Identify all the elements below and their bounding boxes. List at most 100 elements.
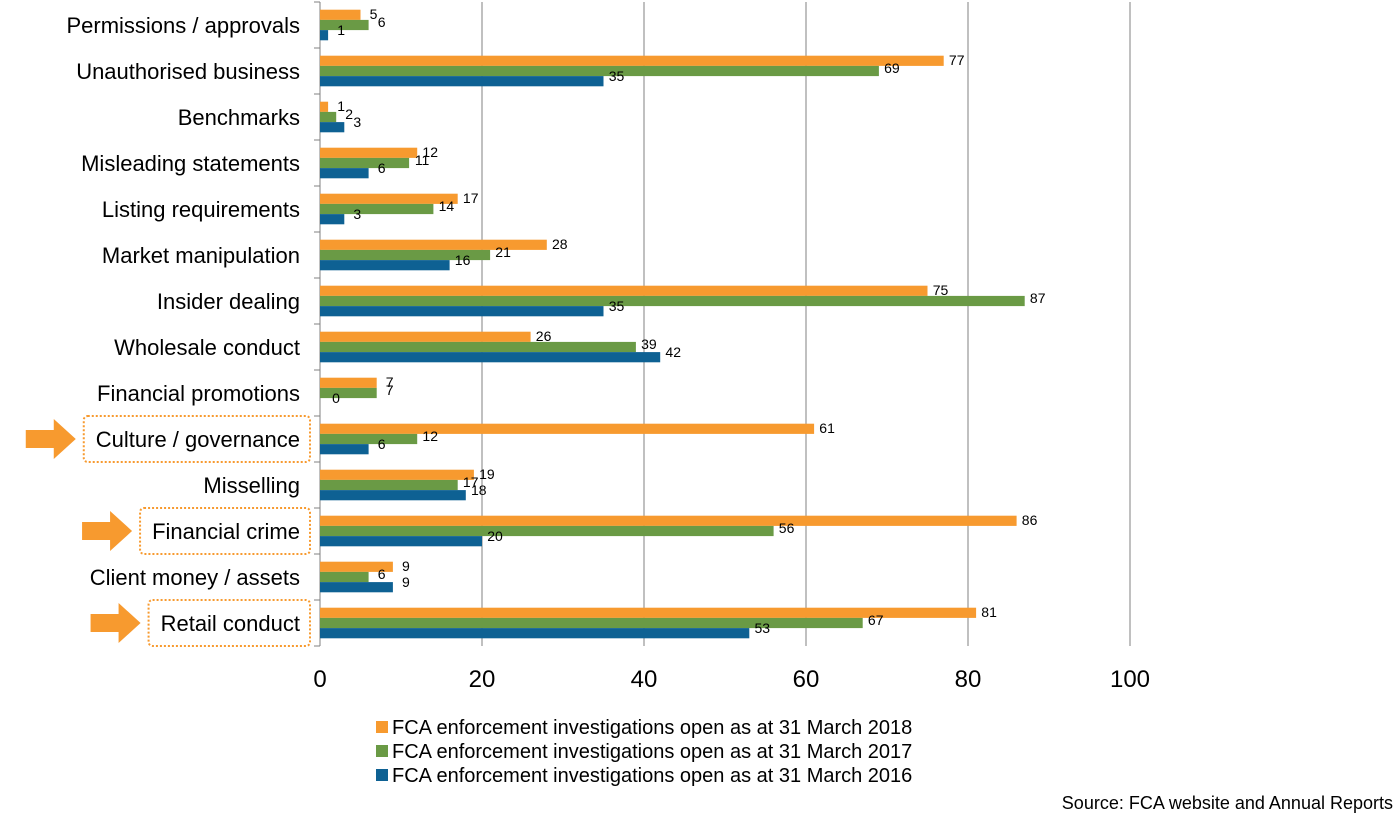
bar — [320, 571, 369, 583]
category-label: Financial promotions — [97, 381, 300, 406]
bar — [320, 203, 434, 215]
bar — [320, 193, 458, 204]
bar — [320, 561, 393, 572]
data-label: 53 — [755, 620, 771, 636]
category-label: Misleading statements — [81, 151, 300, 176]
data-label: 9 — [402, 574, 410, 590]
data-label: 75 — [933, 282, 949, 298]
category-label: Culture / governance — [96, 427, 300, 452]
arrow-icon — [25, 419, 76, 459]
data-label: 17 — [463, 190, 479, 206]
arrow-icon — [82, 511, 133, 551]
category-label: Retail conduct — [161, 611, 300, 636]
data-label: 11 — [415, 152, 430, 168]
bar — [320, 423, 815, 434]
category-label: Listing requirements — [102, 197, 300, 222]
data-label: 28 — [552, 236, 568, 252]
x-tick-label: 100 — [1110, 666, 1150, 693]
bar — [320, 157, 410, 169]
bar — [320, 111, 337, 123]
data-label: 61 — [819, 420, 835, 436]
data-label: 6 — [378, 160, 386, 176]
data-label: 14 — [439, 198, 455, 214]
category-highlights — [25, 415, 311, 647]
bar — [320, 352, 661, 363]
x-tick-label: 0 — [313, 666, 326, 693]
grid-lines — [314, 1, 1131, 647]
data-label: 20 — [487, 528, 503, 544]
category-label: Market manipulation — [102, 243, 300, 268]
highlight-box — [82, 415, 311, 463]
x-tick-label: 40 — [631, 666, 658, 693]
x-tick-label: 60 — [793, 666, 820, 693]
data-label: 9 — [402, 558, 410, 574]
data-label: 2 — [345, 106, 353, 122]
legend-swatch — [376, 769, 388, 781]
category-label: Misselling — [203, 473, 300, 498]
data-label: 35 — [609, 298, 625, 314]
data-label: 19 — [479, 466, 495, 482]
data-label: 16 — [455, 252, 471, 268]
bar — [320, 387, 377, 399]
bar — [320, 306, 604, 317]
data-label: 69 — [884, 60, 900, 76]
x-tick-label: 80 — [955, 666, 982, 693]
bar — [320, 295, 1025, 307]
data-label: 67 — [868, 612, 884, 628]
category-label: Unauthorised business — [76, 59, 300, 84]
data-label: 86 — [1022, 512, 1038, 528]
data-label: 1 — [337, 98, 345, 114]
data-label: 3 — [353, 206, 361, 222]
bar — [320, 285, 928, 296]
legend-label: FCA enforcement investigations open as a… — [392, 741, 912, 763]
category-label: Benchmarks — [178, 105, 300, 130]
bar — [320, 55, 944, 66]
category-label: Insider dealing — [157, 289, 300, 314]
bar — [320, 19, 369, 31]
data-label: 87 — [1030, 290, 1046, 306]
bar — [320, 76, 604, 87]
bar — [320, 30, 329, 41]
arrow-icon — [90, 603, 141, 643]
data-label: 12 — [422, 428, 438, 444]
data-label: 81 — [981, 604, 997, 620]
data-label: 39 — [641, 336, 657, 352]
data-label: 21 — [495, 244, 511, 260]
bar — [320, 260, 450, 271]
source-note: Source: FCA website and Annual Reports — [1062, 793, 1393, 813]
x-tick-label: 20 — [469, 666, 496, 693]
data-label: 5 — [370, 6, 378, 22]
bar — [320, 331, 531, 342]
category-labels: Permissions / approvals Unauthorised busi… — [66, 13, 300, 636]
bar — [320, 490, 466, 501]
bar — [320, 101, 329, 112]
bar — [320, 444, 369, 455]
bar — [320, 582, 393, 593]
data-label: 35 — [609, 68, 625, 84]
data-label: 6 — [378, 14, 386, 30]
data-label: 7 — [386, 382, 394, 398]
bar — [320, 377, 377, 388]
bar — [320, 469, 474, 480]
category-label: Client money / assets — [90, 565, 300, 590]
bar — [320, 536, 482, 547]
data-label: 1 — [337, 22, 345, 38]
legend-label: FCA enforcement investigations open as a… — [392, 765, 912, 787]
legend-label: FCA enforcement investigations open as a… — [392, 717, 912, 739]
bar — [320, 122, 345, 133]
bar — [320, 607, 977, 618]
bar — [320, 249, 491, 261]
data-label: 17 — [463, 474, 479, 490]
data-label: 26 — [536, 328, 552, 344]
data-label: 6 — [378, 436, 386, 452]
x-tick-labels: 0 20 40 60 80 100 — [313, 666, 1150, 693]
bar — [320, 433, 418, 445]
data-label: 12 — [422, 144, 438, 160]
data-label: 56 — [779, 520, 795, 536]
bar — [320, 9, 361, 20]
category-label: Permissions / approvals — [66, 13, 300, 38]
data-label: 77 — [949, 52, 965, 68]
bar — [320, 214, 345, 225]
